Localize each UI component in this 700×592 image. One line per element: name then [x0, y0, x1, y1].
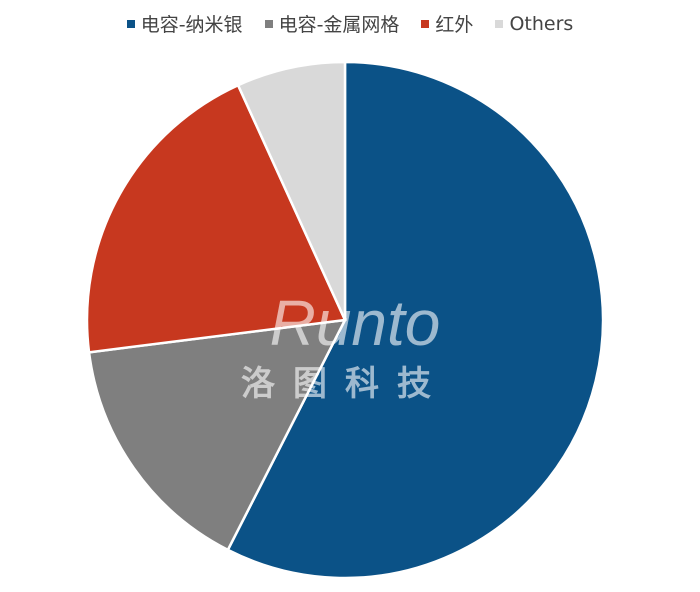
legend-swatch: [495, 19, 504, 28]
pie-slice: [236, 60, 347, 321]
watermark-logo: Runto: [270, 287, 441, 359]
legend-item: 电容-纳米银: [126, 10, 243, 37]
legend-label: 红外: [435, 14, 474, 36]
legend-label: Others: [509, 12, 574, 35]
legend-swatch: [421, 19, 430, 28]
legend-item: 红外: [421, 10, 473, 37]
pie-slice: [85, 83, 347, 354]
legend-item: 电容-金属网格: [264, 10, 400, 37]
legend-swatch: [126, 19, 135, 28]
legend-item: Others: [495, 10, 573, 37]
watermark-chinese: 洛图科技: [241, 364, 449, 404]
legend-label: 电容-金属网格: [278, 14, 400, 36]
legend: 电容-纳米银 电容-金属网格 红外 Others: [0, 10, 700, 37]
legend-label: 电容-纳米银: [140, 14, 243, 36]
pie-slice: [226, 60, 605, 580]
pie-slice: [87, 318, 348, 552]
legend-swatch: [264, 19, 273, 28]
